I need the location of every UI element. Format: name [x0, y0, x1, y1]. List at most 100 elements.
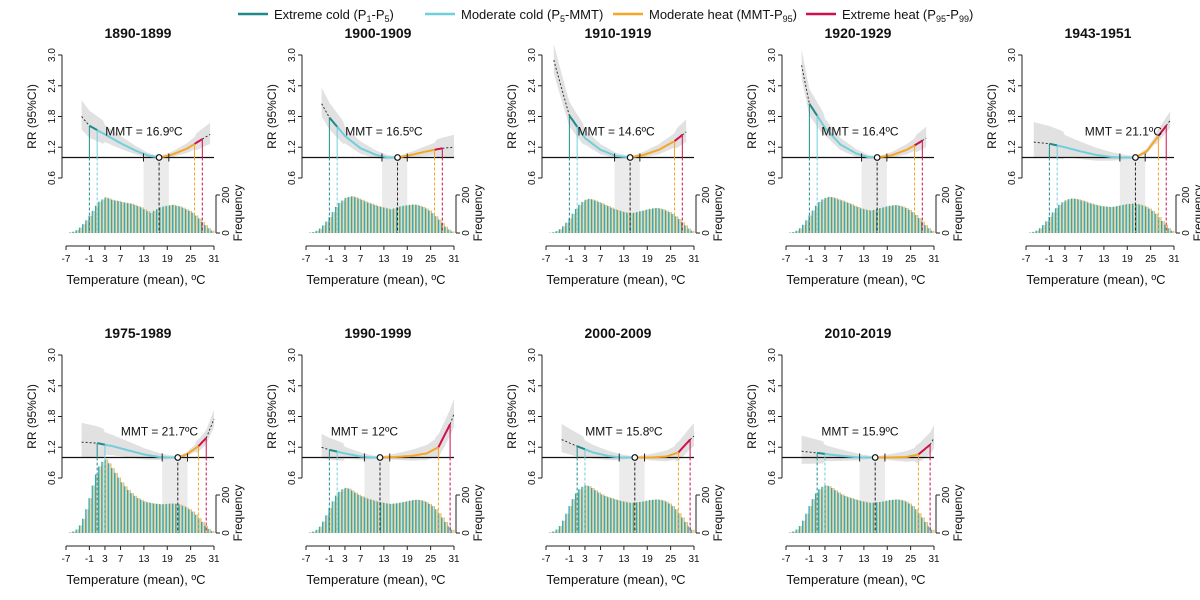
hist-bar — [1054, 208, 1059, 233]
hist-bar — [82, 518, 86, 533]
panel-title: 1910-1919 — [585, 25, 652, 41]
hist-bar — [1038, 228, 1043, 233]
hist-bar — [338, 491, 342, 533]
hist-bar — [1074, 198, 1078, 233]
hist-bar — [613, 499, 618, 533]
hist-bar — [201, 521, 205, 533]
rr-curve-moderate-heat — [629, 140, 675, 159]
hist-bar — [613, 208, 618, 233]
hist-bar — [165, 503, 170, 533]
x-tick-label: -1 — [325, 554, 334, 565]
hist-bar — [1128, 203, 1133, 233]
hist-bar — [834, 490, 838, 533]
hist-bar — [178, 206, 183, 233]
hist-bar — [808, 506, 813, 533]
x-tick-label: 19 — [642, 254, 654, 265]
x-tick-label: 3 — [102, 554, 108, 565]
y-tick-label: 1.8 — [47, 109, 58, 123]
hist-bar — [655, 499, 659, 533]
hist-bar — [565, 222, 569, 233]
panel-2010-2019: 2010-2019 0.6 1.2 1.8 2.4 3.0 RR (95%CI) 0 200 Fr… — [745, 325, 965, 587]
histogram — [69, 459, 215, 533]
y-tick-label: 1.8 — [47, 409, 58, 423]
hist-bar — [370, 499, 374, 533]
hist-bar — [1106, 206, 1110, 233]
hist-bar — [626, 502, 630, 533]
hist-bar — [1103, 206, 1107, 233]
y-tick-label: 3.0 — [287, 348, 298, 362]
hist-bar — [1135, 203, 1139, 233]
hist-bar — [120, 201, 125, 233]
freq-tick-label: 0 — [701, 530, 712, 536]
hist-bar — [104, 459, 109, 533]
hist-bar — [107, 463, 112, 533]
y-tick-label: 1.2 — [527, 140, 538, 154]
freq-tick-label: 200 — [701, 486, 712, 503]
y-tick-label: 1.8 — [767, 409, 778, 423]
hist-bar — [1058, 204, 1062, 233]
x-tick-label: 25 — [905, 254, 917, 265]
hist-bar — [159, 504, 163, 533]
x-tick-label: 7 — [598, 554, 604, 565]
x-tick-label: 7 — [118, 254, 124, 265]
x-tick-label: 31 — [688, 554, 700, 565]
hist-bar — [136, 206, 141, 233]
x-axis-label: Temperature (mean), ºC — [1026, 272, 1165, 287]
legend-label-0: Extreme cold (P1-P5) — [274, 7, 394, 24]
hist-bar — [347, 488, 352, 533]
hist-bar — [924, 521, 928, 533]
hist-bar — [802, 520, 806, 533]
hist-bar — [347, 196, 352, 233]
x-tick-label: 7 — [598, 254, 604, 265]
hist-bar — [91, 210, 96, 233]
hist-bar — [162, 504, 167, 533]
hist-bar — [591, 199, 595, 233]
hist-bar — [1116, 206, 1120, 233]
hist-bar — [146, 502, 150, 533]
hist-bar — [1090, 203, 1094, 233]
histogram — [1029, 198, 1175, 233]
hist-bar — [447, 229, 452, 233]
hist-bar — [558, 229, 563, 233]
hist-bar — [357, 198, 361, 233]
hist-bar — [558, 526, 563, 533]
hist-bar — [181, 207, 186, 233]
y-tick-label: 1.8 — [1007, 109, 1018, 123]
y-tick-label: 1.2 — [287, 440, 298, 454]
hist-bar — [677, 219, 682, 233]
hist-bar — [207, 528, 212, 533]
x-tick-label: 19 — [402, 254, 414, 265]
freq-axis-label: Frequency — [1191, 185, 1200, 242]
x-tick-label: -7 — [62, 554, 71, 565]
hist-bar — [1035, 230, 1040, 233]
hist-bar — [101, 461, 105, 533]
rr-curve-extreme-cold — [568, 114, 579, 128]
hist-bar — [648, 208, 653, 233]
x-tick-label: -1 — [565, 254, 574, 265]
hist-bar — [98, 201, 102, 233]
hist-bar — [568, 506, 573, 533]
x-tick-label: 7 — [358, 254, 364, 265]
y-tick-label: 2.4 — [287, 378, 298, 392]
hist-bar — [665, 501, 669, 533]
rr-curve-extreme-heat — [913, 139, 923, 147]
hist-bar — [194, 514, 199, 533]
y-axis-label: RR (95%CI) — [25, 84, 39, 149]
hist-bar — [789, 532, 793, 533]
y-tick-label: 1.2 — [1007, 140, 1018, 154]
hist-bar — [840, 494, 845, 533]
freq-tick-label: 200 — [221, 186, 232, 203]
hist-bar — [367, 498, 371, 533]
hist-bar — [876, 502, 880, 533]
hist-bar — [1122, 204, 1127, 233]
hist-bar — [578, 489, 582, 533]
x-tick-label: 25 — [1145, 254, 1157, 265]
hist-bar — [412, 500, 416, 533]
y-tick-label: 3.0 — [287, 48, 298, 62]
hist-bar — [674, 216, 679, 233]
x-tick-label: 3 — [102, 254, 108, 265]
x-tick-label: -1 — [1045, 254, 1054, 265]
hist-bar — [665, 210, 669, 233]
hist-bar — [571, 499, 576, 533]
rr-curve-tail-right — [202, 133, 211, 140]
